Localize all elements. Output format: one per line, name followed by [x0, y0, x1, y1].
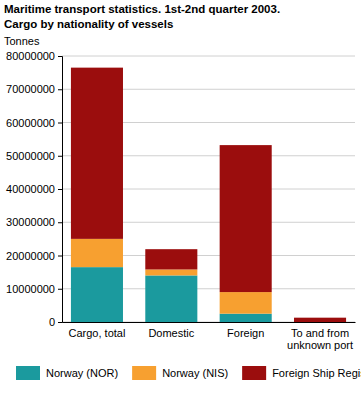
title: Maritime transport statistics. 1st-2nd q… — [4, 3, 280, 15]
tick-mark — [58, 256, 62, 257]
bar — [71, 68, 123, 239]
tick: To and fromunknown port — [287, 322, 353, 351]
tick: 70000000 — [6, 83, 62, 95]
legend: Norway (NOR) Norway (NIS) Foreign Ship Reg… — [16, 366, 361, 380]
tick: 10000000 — [6, 283, 62, 295]
tick-label: 0 — [49, 316, 55, 328]
tick: 50000000 — [6, 150, 62, 162]
legend-item: Norway (NIS) — [132, 366, 228, 380]
plot: 0 10000000 20000000 30000000 40000000 5000000… — [6, 50, 355, 351]
y-axis: 0 10000000 20000000 30000000 40000000 5000000… — [6, 50, 62, 328]
tick-label: To and fromunknown port — [287, 327, 353, 352]
tick-mark — [58, 123, 62, 124]
tick-mark — [58, 56, 62, 57]
tick-label: 30000000 — [6, 216, 55, 228]
tick-label: 20000000 — [6, 250, 55, 262]
tick-label: Foreign — [227, 327, 264, 339]
bar — [145, 249, 197, 269]
tick: 40000000 — [6, 183, 62, 195]
bar — [71, 239, 123, 267]
grid — [62, 56, 355, 322]
bar — [220, 292, 272, 314]
legend-item: Foreign Ship Registers — [242, 366, 361, 380]
tick-mark — [58, 322, 62, 323]
tick: 20000000 — [6, 250, 62, 262]
tick-mark — [58, 89, 62, 90]
tick: 0 — [49, 316, 62, 328]
bars — [71, 68, 346, 322]
x-axis: Cargo, total Domestic Foreign To and fromun… — [63, 322, 356, 351]
tick-label: 60000000 — [6, 117, 55, 129]
bar — [145, 269, 197, 275]
tick-label: Domestic — [148, 327, 194, 339]
legend-swatch — [16, 366, 40, 380]
tick: 80000000 — [6, 50, 62, 62]
tick-label: 80000000 — [6, 50, 55, 62]
tick-label: 70000000 — [6, 83, 55, 95]
legend-label: Norway (NIS) — [162, 367, 228, 379]
chart: Maritime transport statistics. 1st-2nd q… — [0, 0, 361, 398]
bar — [145, 275, 197, 322]
tick-mark — [58, 222, 62, 223]
grid-line — [62, 56, 355, 57]
tick-mark — [58, 156, 62, 157]
series — [71, 68, 346, 322]
axis-line — [63, 322, 356, 323]
legend-label: Norway (NOR) — [46, 367, 118, 379]
tick-label: 10000000 — [6, 283, 55, 295]
bar — [220, 145, 272, 292]
tick-mark — [58, 289, 62, 290]
tick: Domestic — [148, 322, 194, 339]
tick-mark — [58, 189, 62, 190]
tick-label: 50000000 — [6, 150, 55, 162]
bar — [220, 314, 272, 322]
tick-label: Cargo, total — [69, 327, 126, 339]
bar — [294, 318, 346, 322]
axis-line — [58, 57, 63, 323]
bar — [71, 267, 123, 322]
legend-swatch — [132, 366, 156, 380]
tick: Cargo, total — [69, 322, 126, 339]
legend-item: Norway (NOR) — [16, 366, 118, 380]
tick-label: 40000000 — [6, 183, 55, 195]
y-axis-title: Tonnes — [4, 35, 40, 47]
subtitle: Cargo by nationality of vessels — [4, 18, 173, 30]
tick: 60000000 — [6, 117, 62, 129]
legend-swatch — [242, 366, 266, 380]
legend-label: Foreign Ship Registers — [272, 367, 361, 379]
tick: 30000000 — [6, 216, 62, 228]
tick: Foreign — [227, 322, 264, 339]
